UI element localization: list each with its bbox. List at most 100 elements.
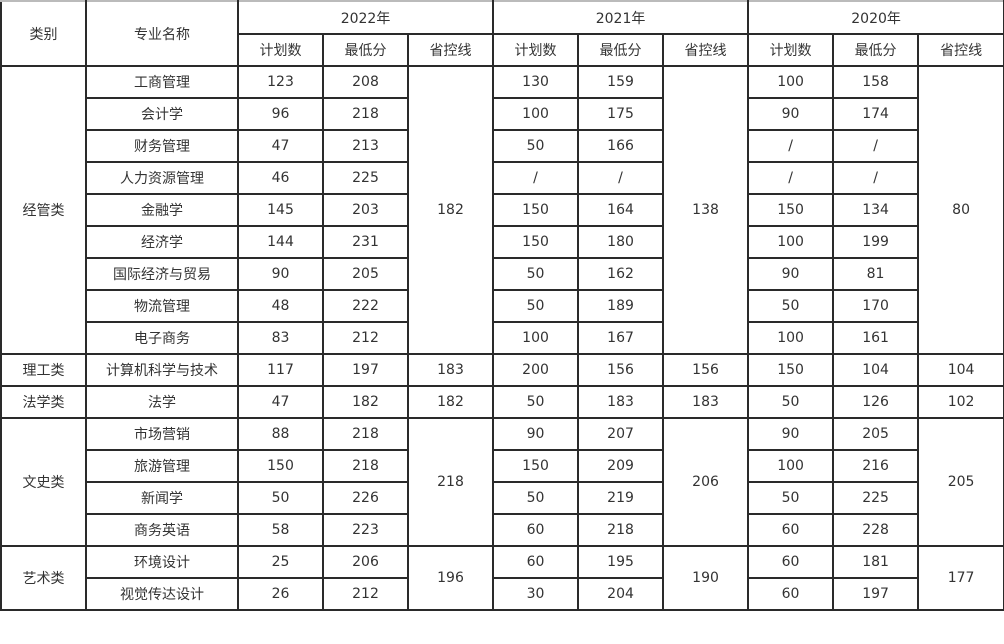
header-year-2021: 2021年 xyxy=(492,0,750,35)
plan-count: 60 xyxy=(492,545,580,579)
min-score: 181 xyxy=(832,545,920,579)
min-score: 205 xyxy=(832,417,920,451)
table-row: 艺术类 环境设计 25 206 196 60 195 190 60 181 177 xyxy=(0,545,1004,611)
plan-count: 100 xyxy=(747,321,835,355)
category-cell: 理工类 xyxy=(0,353,87,387)
category-cell: 艺术类 xyxy=(0,545,87,611)
table-row: 法学类 法学 47 182 182 50 183 183 50 126 102 xyxy=(0,385,1004,419)
table-row: 电子商务 83 212 100 167 100 161 xyxy=(1,321,1004,355)
min-score: 166 xyxy=(577,129,665,163)
major-name: 经济学 xyxy=(85,225,239,259)
table-row: 国际经济与贸易 90 205 50 162 90 81 xyxy=(1,257,1004,291)
plan-count: 150 xyxy=(492,193,580,227)
header-row-years: 类别 专业名称 2022年 2021年 2020年 xyxy=(0,0,1004,67)
plan-count: / xyxy=(492,161,580,195)
major-name: 市场营销 xyxy=(85,417,239,451)
plan-count: 26 xyxy=(237,577,324,611)
min-score: 195 xyxy=(577,545,665,579)
header-year-2020: 2020年 xyxy=(747,0,1004,35)
min-score: 162 xyxy=(577,257,665,291)
province-line: 183 xyxy=(406,353,495,387)
plan-count: 117 xyxy=(237,353,324,387)
plan-count: 100 xyxy=(747,449,835,483)
major-name: 物流管理 xyxy=(85,289,239,323)
plan-count: 47 xyxy=(237,385,324,419)
major-name: 国际经济与贸易 xyxy=(85,257,239,291)
min-score: 216 xyxy=(832,449,920,483)
min-score: 203 xyxy=(322,193,409,227)
major-name: 商务英语 xyxy=(85,513,239,547)
table-row: 旅游管理 150 218 150 209 100 216 xyxy=(1,449,1004,483)
min-score: 161 xyxy=(832,321,920,355)
province-line: 80 xyxy=(917,65,1004,355)
plan-count: 25 xyxy=(237,545,324,579)
major-name: 电子商务 xyxy=(85,321,239,355)
table-row: 理工类 计算机科学与技术 117 197 183 200 156 156 150 104 104 xyxy=(0,353,1004,387)
min-score: 159 xyxy=(577,65,665,99)
min-score: 180 xyxy=(577,225,665,259)
min-score: / xyxy=(832,161,920,195)
plan-count: 60 xyxy=(492,513,580,547)
admission-scores-table: 类别 专业名称 2022年 2021年 2020年 计划数 最低分 省控线 计划数 最低… xyxy=(0,0,1004,611)
min-score: 231 xyxy=(322,225,409,259)
min-score: 212 xyxy=(322,321,409,355)
min-score: 197 xyxy=(322,353,409,387)
header-province-line: 省控线 xyxy=(662,33,750,67)
min-score: 134 xyxy=(832,193,920,227)
province-line: 182 xyxy=(406,385,495,419)
plan-count: 50 xyxy=(492,257,580,291)
min-score: 225 xyxy=(322,161,409,195)
plan-count: 150 xyxy=(492,225,580,259)
min-score: 156 xyxy=(577,353,665,387)
min-score: 126 xyxy=(832,385,920,419)
table-row: 会计学 96 218 100 175 90 174 xyxy=(1,97,1004,131)
plan-count: 50 xyxy=(747,481,835,515)
plan-count: 50 xyxy=(492,129,580,163)
major-name: 会计学 xyxy=(85,97,239,131)
major-name: 法学 xyxy=(85,385,239,419)
plan-count: 60 xyxy=(747,545,835,579)
min-score: 223 xyxy=(322,513,409,547)
category-cell: 经管类 xyxy=(0,65,87,355)
header-row-fields: 计划数 最低分 省控线 计划数 最低分 省控线 计划数 最低分 省控线 xyxy=(1,33,1004,67)
major-name: 计算机科学与技术 xyxy=(85,353,239,387)
province-line: 138 xyxy=(662,65,750,355)
header-min-score: 最低分 xyxy=(832,33,920,67)
header-province-line: 省控线 xyxy=(917,33,1004,67)
table-row: 新闻学 50 226 50 219 50 225 xyxy=(1,481,1004,515)
province-line: 183 xyxy=(662,385,750,419)
province-line: 102 xyxy=(917,385,1004,419)
plan-count: 48 xyxy=(237,289,324,323)
min-score: 219 xyxy=(577,481,665,515)
min-score: 209 xyxy=(577,449,665,483)
min-score: 158 xyxy=(832,65,920,99)
plan-count: 30 xyxy=(492,577,580,611)
table-row: 经管类 工商管理 123 208 182 130 159 138 100 158 80 xyxy=(0,65,1004,355)
plan-count: 50 xyxy=(492,289,580,323)
plan-count: 60 xyxy=(747,513,835,547)
plan-count: 47 xyxy=(237,129,324,163)
province-line: 196 xyxy=(406,545,495,611)
major-name: 金融学 xyxy=(85,193,239,227)
major-name: 人力资源管理 xyxy=(85,161,239,195)
header-min-score: 最低分 xyxy=(322,33,409,67)
table-row: 财务管理 47 213 50 166 // xyxy=(1,129,1004,163)
province-line: 190 xyxy=(662,545,750,611)
plan-count: 60 xyxy=(747,577,835,611)
plan-count: 90 xyxy=(492,417,580,451)
table-row: 金融学 145 203 150 164 150 134 xyxy=(1,193,1004,227)
plan-count: 96 xyxy=(237,97,324,131)
plan-count: 150 xyxy=(237,449,324,483)
major-name: 旅游管理 xyxy=(85,449,239,483)
header-plan-count: 计划数 xyxy=(237,33,324,67)
plan-count: 145 xyxy=(237,193,324,227)
plan-count: 90 xyxy=(747,97,835,131)
min-score: 104 xyxy=(832,353,920,387)
header-plan-count: 计划数 xyxy=(492,33,580,67)
plan-count: 50 xyxy=(492,385,580,419)
plan-count: 130 xyxy=(492,65,580,99)
header-major: 专业名称 xyxy=(85,0,239,67)
major-name: 财务管理 xyxy=(85,129,239,163)
min-score: / xyxy=(577,161,665,195)
category-cell: 文史类 xyxy=(0,417,87,547)
